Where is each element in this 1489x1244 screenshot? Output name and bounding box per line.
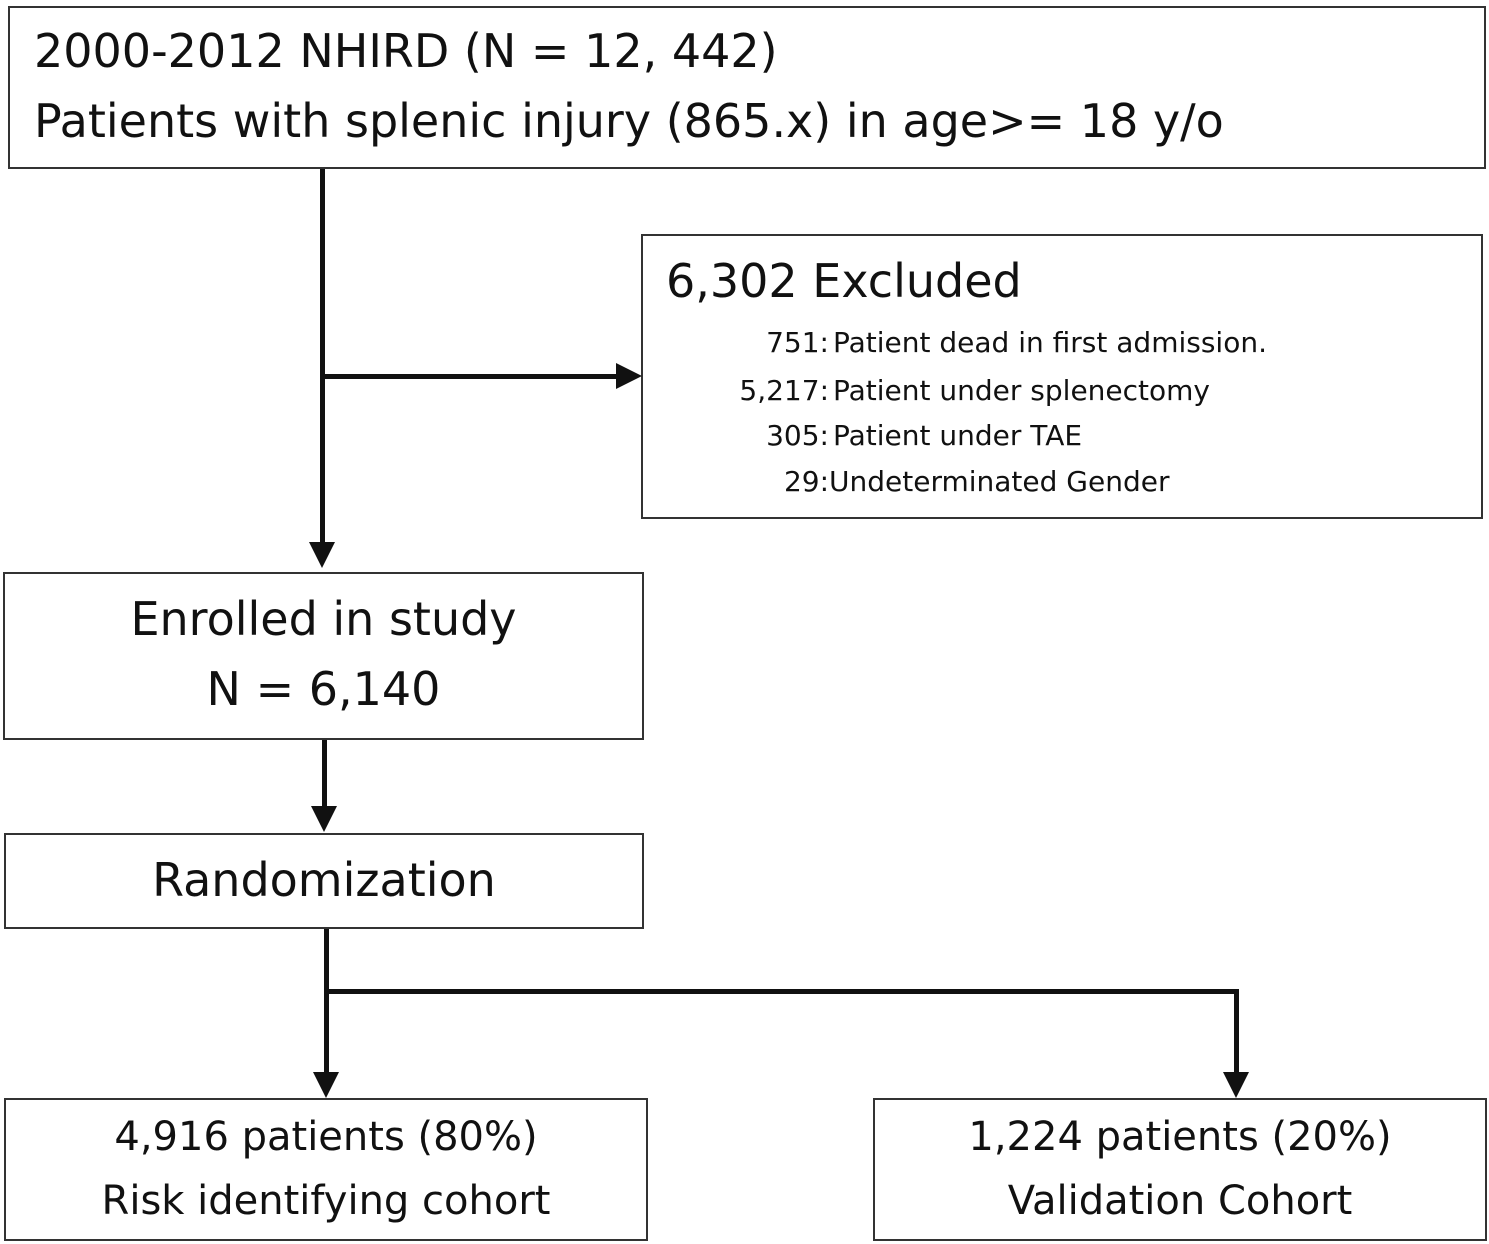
randomization-box: Randomization bbox=[4, 833, 644, 929]
connector-randomization-stem bbox=[324, 929, 329, 993]
excluded-reason-3: Patient under TAE bbox=[833, 419, 1083, 452]
excluded-reason-4: Undeterminated Gender bbox=[829, 465, 1170, 498]
arrow-to-cohort-left bbox=[313, 1072, 339, 1098]
randomization-label: Randomization bbox=[152, 853, 496, 907]
arrow-to-cohort-right bbox=[1223, 1072, 1249, 1098]
excluded-reason-1: Patient dead in first admission. bbox=[833, 326, 1267, 359]
arrow-to-randomization bbox=[311, 806, 337, 832]
connector-to-cohort-left bbox=[324, 989, 329, 1073]
connector-source-to-enrolled bbox=[320, 169, 325, 543]
excluded-count-1: 751: bbox=[766, 326, 829, 359]
arrow-to-excluded bbox=[616, 363, 642, 389]
connector-to-excluded bbox=[322, 374, 618, 379]
source-line-1: 2000-2012 NHIRD (N = 12, 442) bbox=[34, 24, 778, 78]
cohort-right-line-1: 1,224 patients (20%) bbox=[968, 1114, 1392, 1160]
cohort-right-box: 1,224 patients (20%) Validation Cohort bbox=[873, 1098, 1487, 1241]
enrolled-line-2: N = 6,140 bbox=[206, 662, 441, 716]
connector-enrolled-to-randomization bbox=[322, 740, 327, 806]
excluded-box: 6,302 Excluded 751: Patient dead in firs… bbox=[641, 234, 1483, 519]
connector-to-cohort-right bbox=[1234, 989, 1239, 1073]
cohort-left-line-2: Risk identifying cohort bbox=[101, 1178, 551, 1224]
enrolled-line-1: Enrolled in study bbox=[130, 592, 517, 646]
excluded-count-2: 5,217: bbox=[739, 374, 829, 407]
excluded-reason-2: Patient under splenectomy bbox=[833, 374, 1210, 407]
excluded-count-3: 305: bbox=[766, 419, 829, 452]
arrow-to-enrolled bbox=[309, 542, 335, 568]
source-line-2: Patients with splenic injury (865.x) in … bbox=[34, 94, 1224, 148]
cohort-right-line-2: Validation Cohort bbox=[1007, 1178, 1353, 1224]
cohort-left-box: 4,916 patients (80%) Risk identifying co… bbox=[4, 1098, 648, 1241]
enrolled-box: Enrolled in study N = 6,140 bbox=[3, 572, 644, 740]
excluded-count-4: 29: bbox=[783, 465, 829, 498]
source-box: 2000-2012 NHIRD (N = 12, 442) Patients w… bbox=[8, 6, 1486, 169]
connector-split-horizontal bbox=[324, 989, 1239, 994]
cohort-left-line-1: 4,916 patients (80%) bbox=[114, 1114, 538, 1160]
excluded-title: 6,302 Excluded bbox=[666, 254, 1022, 308]
